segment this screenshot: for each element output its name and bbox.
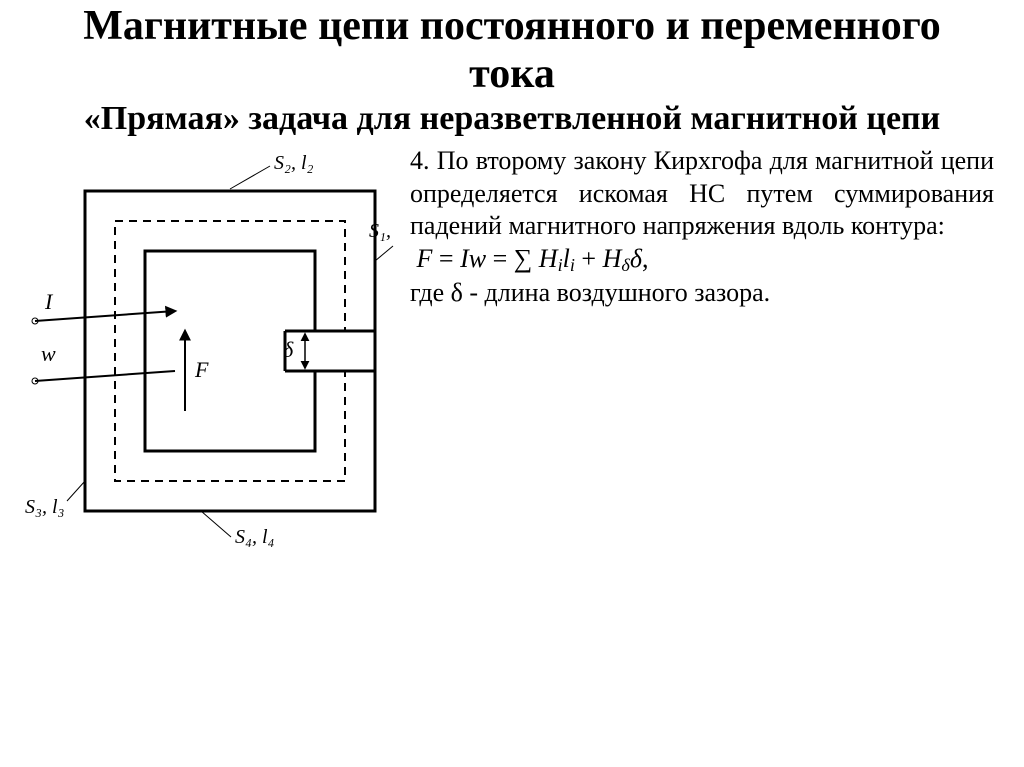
svg-text:I: I	[44, 289, 54, 314]
body-paragraph: 4. По второму закону Кирхгофа для магнит…	[410, 146, 994, 240]
body-after: где δ - длина воздушного зазора.	[410, 278, 770, 307]
svg-text:S₂, l₂: S₂, l₂	[274, 152, 314, 174]
sub-title: «Прямая» задача для неразветвленной магн…	[0, 99, 1024, 140]
svg-text:S₁, l₁: S₁, l₁	[369, 220, 395, 242]
main-title: Магнитные цепи постоянного и переменного…	[0, 0, 1024, 99]
svg-text:S₃, l₃: S₃, l₃	[25, 496, 65, 518]
svg-text:δ: δ	[283, 337, 294, 362]
formula: F = Iw = ∑ Hili + Hδδ,	[410, 244, 648, 273]
body-text: 4. По второму закону Кирхгофа для магнит…	[410, 145, 994, 309]
svg-text:F: F	[194, 357, 209, 382]
svg-text:w: w	[41, 341, 56, 366]
diagram-container: δ F Iw S₂, l₂ S₁, l₁ S₄, l₄ S₃, l₃	[0, 145, 410, 551]
svg-text:S₄, l₄: S₄, l₄	[235, 526, 275, 548]
magnetic-core-diagram: δ F Iw S₂, l₂ S₁, l₁ S₄, l₄ S₃, l₃	[15, 151, 395, 551]
